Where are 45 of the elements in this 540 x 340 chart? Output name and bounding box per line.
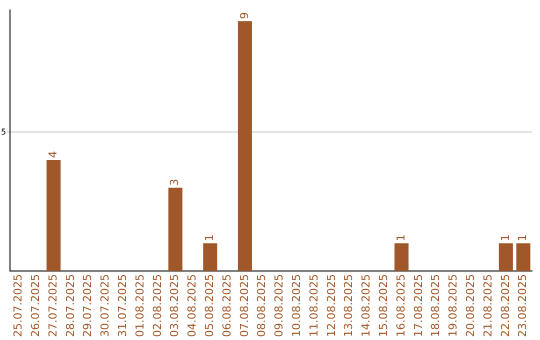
data-label: 1 bbox=[516, 234, 530, 242]
bar bbox=[168, 188, 182, 272]
x-tick-label: 14.08.2025 bbox=[360, 274, 373, 338]
x-tick-label: 04.08.2025 bbox=[186, 274, 199, 338]
x-tick-label: 02.08.2025 bbox=[150, 274, 164, 338]
x-tick-label: 03.08.2025 bbox=[168, 274, 182, 338]
bar bbox=[46, 160, 61, 272]
x-tick-label: 05.08.2025 bbox=[203, 274, 216, 338]
x-tick-label: 25.07.2025 bbox=[12, 274, 25, 338]
x-tick-label: 31.07.2025 bbox=[116, 274, 130, 338]
x-tick-label: 22.08.2025 bbox=[498, 274, 512, 338]
y-tick-label: 5 bbox=[0, 127, 6, 136]
x-tick-label: 16.08.2025 bbox=[394, 274, 408, 338]
data-label: 4 bbox=[46, 150, 60, 158]
x-tick-label: 06.08.2025 bbox=[220, 274, 234, 338]
x-tick-label: 11.08.2025 bbox=[307, 274, 320, 338]
x-tick-label: 28.07.2025 bbox=[64, 274, 77, 338]
data-label: 9 bbox=[238, 12, 251, 20]
bar bbox=[394, 243, 409, 272]
x-tick-label: 29.07.2025 bbox=[81, 274, 94, 338]
x-tick-label: 18.08.2025 bbox=[429, 274, 442, 338]
x-tick-label: 26.07.2025 bbox=[29, 274, 42, 338]
x-tick-label: 30.07.2025 bbox=[98, 274, 112, 338]
x-tick-label: 15.08.2025 bbox=[376, 274, 390, 338]
x-tick-label: 21.08.2025 bbox=[481, 274, 494, 338]
x-tick-label: 27.07.2025 bbox=[46, 274, 60, 338]
x-tick-label: 17.08.2025 bbox=[412, 274, 425, 338]
bar bbox=[516, 243, 530, 272]
data-label: 1 bbox=[394, 234, 408, 242]
x-tick-label: 12.08.2025 bbox=[324, 274, 338, 338]
x-tick-label: 01.08.2025 bbox=[133, 274, 146, 338]
x-tick-label: 10.08.2025 bbox=[290, 274, 303, 338]
data-label: 3 bbox=[168, 178, 182, 186]
x-tick-label: 19.08.2025 bbox=[446, 274, 460, 338]
x-tick-label: 20.08.2025 bbox=[464, 274, 477, 338]
x-tick-label: 23.08.2025 bbox=[516, 274, 530, 338]
x-tick-label: 08.08.2025 bbox=[255, 274, 268, 338]
data-label: 1 bbox=[203, 234, 216, 242]
data-label: 1 bbox=[498, 234, 512, 242]
x-tick-label: 13.08.2025 bbox=[342, 274, 356, 338]
x-tick-label: 07.08.2025 bbox=[238, 274, 251, 338]
bar bbox=[498, 243, 513, 272]
bar bbox=[238, 21, 252, 272]
x-tick-label: 09.08.2025 bbox=[272, 274, 286, 338]
bar bbox=[203, 243, 218, 272]
